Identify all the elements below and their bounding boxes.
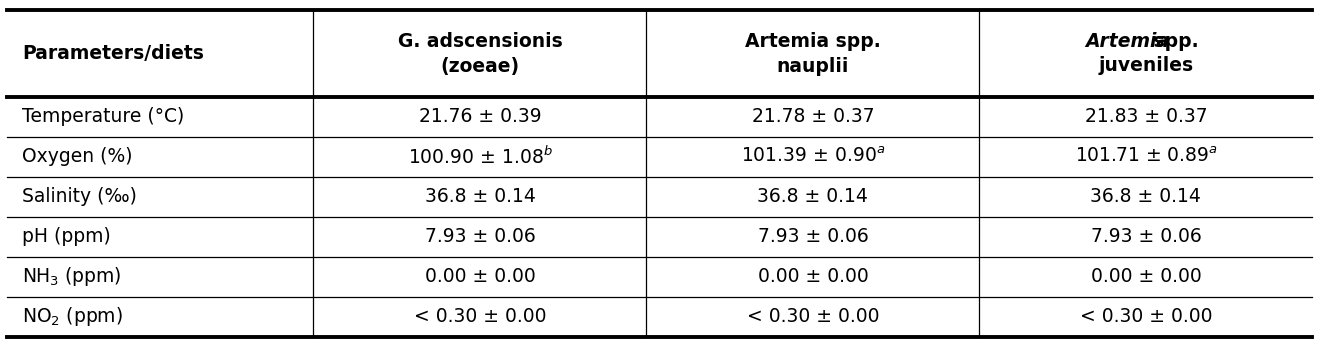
Text: Temperature (°C): Temperature (°C) xyxy=(22,107,185,126)
Text: Artemia: Artemia xyxy=(1084,33,1169,51)
Text: juveniles: juveniles xyxy=(1099,56,1194,75)
Text: NO$_{2}$ (ppm): NO$_{2}$ (ppm) xyxy=(22,305,123,328)
Text: pH (ppm): pH (ppm) xyxy=(22,227,111,246)
Text: G. adscensionis
(zoeae): G. adscensionis (zoeae) xyxy=(397,32,562,76)
Text: 21.78 ± 0.37: 21.78 ± 0.37 xyxy=(752,107,874,126)
Text: 36.8 ± 0.14: 36.8 ± 0.14 xyxy=(1091,187,1202,206)
Text: Parameters/diets: Parameters/diets xyxy=(22,44,204,63)
Text: < 0.30 ± 0.00: < 0.30 ± 0.00 xyxy=(414,307,546,326)
Text: Salinity (‰): Salinity (‰) xyxy=(22,187,137,206)
Bar xyxy=(981,12,1311,95)
Text: 0.00 ± 0.00: 0.00 ± 0.00 xyxy=(757,267,868,286)
Text: 101.71 ± 0.89$^{a}$: 101.71 ± 0.89$^{a}$ xyxy=(1075,147,1217,167)
Text: NH$_{3}$ (ppm): NH$_{3}$ (ppm) xyxy=(22,265,123,288)
Text: 7.93 ± 0.06: 7.93 ± 0.06 xyxy=(425,227,536,246)
Text: Oxygen (%): Oxygen (%) xyxy=(22,147,133,166)
Text: Artemia spp.
nauplii: Artemia spp. nauplii xyxy=(745,32,881,76)
Text: 36.8 ± 0.14: 36.8 ± 0.14 xyxy=(425,187,536,206)
Text: 0.00 ± 0.00: 0.00 ± 0.00 xyxy=(1091,267,1202,286)
Text: 36.8 ± 0.14: 36.8 ± 0.14 xyxy=(757,187,868,206)
Text: 7.93 ± 0.06: 7.93 ± 0.06 xyxy=(757,227,868,246)
Text: 21.76 ± 0.39: 21.76 ± 0.39 xyxy=(418,107,541,126)
Text: 7.93 ± 0.06: 7.93 ± 0.06 xyxy=(1091,227,1202,246)
Text: 101.39 ± 0.90$^{a}$: 101.39 ± 0.90$^{a}$ xyxy=(741,147,885,167)
Text: < 0.30 ± 0.00: < 0.30 ± 0.00 xyxy=(1080,307,1212,326)
Text: 21.83 ± 0.37: 21.83 ± 0.37 xyxy=(1084,107,1207,126)
Text: < 0.30 ± 0.00: < 0.30 ± 0.00 xyxy=(747,307,880,326)
Text: spp.: spp. xyxy=(1148,33,1199,51)
Text: 100.90 ± 1.08$^{b}$: 100.90 ± 1.08$^{b}$ xyxy=(408,146,553,168)
Text: 0.00 ± 0.00: 0.00 ± 0.00 xyxy=(425,267,536,286)
